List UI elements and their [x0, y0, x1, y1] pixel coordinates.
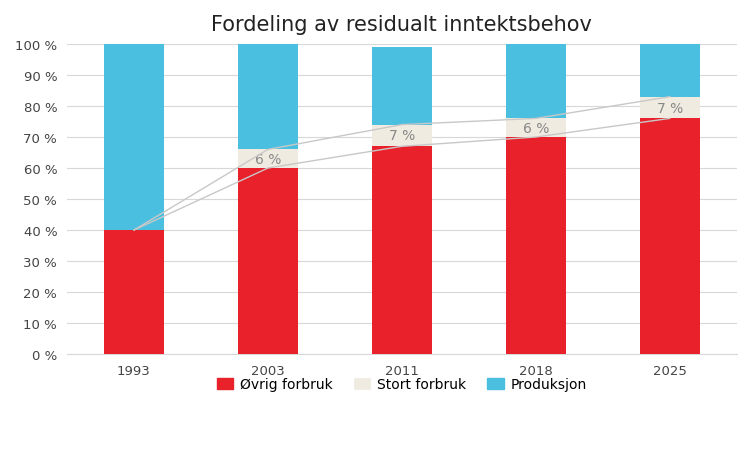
Bar — [371, 48, 432, 125]
Text: 67 %: 67 % — [384, 244, 420, 258]
Legend: Øvrig forbruk, Stort forbruk, Produksjon: Øvrig forbruk, Stort forbruk, Produksjon — [211, 372, 593, 397]
Bar — [640, 97, 700, 119]
Bar — [640, 119, 700, 354]
Bar — [371, 147, 432, 354]
Text: 70 %: 70 % — [518, 239, 553, 253]
Bar — [506, 119, 566, 138]
Bar — [238, 45, 298, 150]
Bar — [104, 231, 164, 354]
Bar — [640, 45, 700, 97]
Text: 60 %: 60 % — [117, 131, 151, 145]
Bar — [238, 150, 298, 169]
Text: 6 %: 6 % — [523, 121, 549, 136]
Text: 25 %: 25 % — [518, 73, 553, 87]
Text: 7 %: 7 % — [389, 129, 415, 143]
Bar — [506, 42, 566, 119]
Text: 17 %: 17 % — [653, 64, 687, 78]
Text: 6 %: 6 % — [255, 152, 281, 167]
Text: 60 %: 60 % — [250, 255, 286, 268]
Text: 76 %: 76 % — [653, 230, 687, 244]
Bar — [104, 45, 164, 231]
Bar — [238, 169, 298, 354]
Text: 40 %: 40 % — [117, 286, 151, 299]
Bar — [506, 138, 566, 354]
Text: 34 %: 34 % — [250, 91, 286, 105]
Text: 7 %: 7 % — [656, 101, 683, 115]
Title: Fordeling av residualt inntektsbehov: Fordeling av residualt inntektsbehov — [211, 15, 593, 35]
Text: 25 %: 25 % — [384, 80, 420, 94]
Bar — [371, 125, 432, 147]
